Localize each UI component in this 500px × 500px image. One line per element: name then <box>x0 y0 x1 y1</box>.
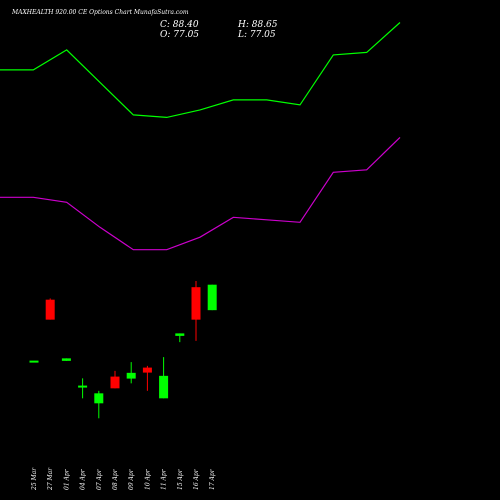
high-value: H: 88.65 <box>237 20 278 30</box>
candle-body <box>61 358 71 361</box>
candle-body <box>175 333 185 336</box>
x-tick-label: 17 Apr <box>209 468 216 490</box>
candle-11-apr <box>159 357 169 399</box>
x-tick-label: 08 Apr <box>112 468 119 490</box>
candle-04-apr <box>78 378 88 399</box>
candle-body <box>94 393 104 404</box>
upper-band-line <box>0 22 401 119</box>
candle-15-apr <box>175 333 185 343</box>
x-tick-label: 07 Apr <box>96 468 103 490</box>
candle-10-apr <box>142 365 152 391</box>
open-value: O: 77.05 <box>160 30 199 40</box>
candle-07-apr <box>94 390 104 419</box>
candle-17-apr <box>207 284 217 311</box>
x-tick-label: 10 Apr <box>144 468 151 490</box>
x-tick-label: 09 Apr <box>128 468 135 490</box>
candle-body <box>45 299 55 320</box>
candle-body <box>110 376 120 389</box>
candles-layer <box>29 280 217 419</box>
candle-body <box>191 287 201 320</box>
lower-band-line <box>0 136 401 251</box>
x-tick-label: 15 Apr <box>177 468 184 490</box>
candle-body <box>29 360 39 363</box>
x-axis-ticks: 25 Mar 27 Mar 01 Apr 04 Apr 07 Apr 08 Apr 09 A… <box>31 467 216 491</box>
candle-body <box>78 385 88 388</box>
x-tick-label: 25 Mar <box>31 467 38 491</box>
candle-25-mar <box>29 360 39 363</box>
candle-08-apr <box>110 370 120 389</box>
x-tick-label: 01 Apr <box>63 468 70 490</box>
candle-16-apr <box>191 280 201 341</box>
x-tick-label: 04 Apr <box>80 468 87 490</box>
low-value: L: 77.05 <box>237 30 276 40</box>
candle-body <box>142 367 152 373</box>
candle-body <box>126 372 136 379</box>
chart-title: MAXHEALTH 920.00 CE Options Chart Munafa… <box>11 9 189 16</box>
bands-layer <box>0 22 401 251</box>
x-tick-label: 11 Apr <box>161 468 168 490</box>
candle-body <box>159 375 169 399</box>
close-value: C: 88.40 <box>160 20 199 30</box>
x-tick-label: 16 Apr <box>193 468 200 490</box>
candle-body <box>207 284 217 311</box>
candle-27-mar <box>45 298 55 320</box>
candle-09-apr <box>126 362 136 384</box>
candle-01-apr <box>61 358 71 361</box>
x-tick-label: 27 Mar <box>47 467 54 491</box>
